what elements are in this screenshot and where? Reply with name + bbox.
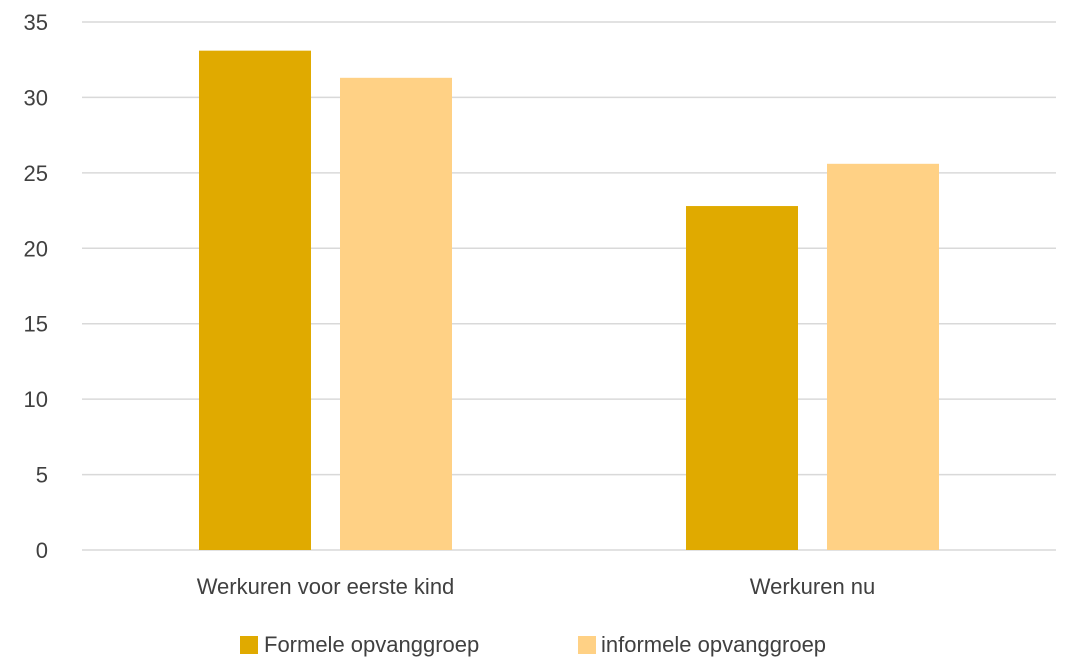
- bar-formele-0: [199, 50, 311, 551]
- y-tick-label: 35: [24, 10, 48, 35]
- y-tick-label: 15: [24, 312, 48, 337]
- y-tick-label: 5: [36, 463, 48, 488]
- legend-swatch: [578, 636, 596, 654]
- y-tick-label: 0: [36, 538, 48, 563]
- bar-informele-0: [340, 77, 452, 551]
- y-tick-label: 30: [24, 85, 48, 110]
- legend-label: informele opvanggroep: [601, 632, 826, 657]
- x-category-label: Werkuren voor eerste kind: [197, 574, 455, 599]
- y-tick-label: 20: [24, 236, 48, 261]
- bar-formele-1: [686, 206, 798, 550]
- legend-swatch: [240, 636, 258, 654]
- legend: Formele opvanggroep informele opvanggroep: [240, 632, 826, 657]
- bars: [199, 50, 939, 551]
- bar-informele-1: [827, 163, 939, 550]
- x-category-label: Werkuren nu: [750, 574, 876, 599]
- y-axis-tick-labels: 0 5 10 15 20 25 30 35: [24, 10, 48, 563]
- y-tick-label: 10: [24, 387, 48, 412]
- x-axis-category-labels: Werkuren voor eerste kind Werkuren nu: [197, 574, 876, 599]
- y-tick-label: 25: [24, 161, 48, 186]
- legend-label: Formele opvanggroep: [264, 632, 479, 657]
